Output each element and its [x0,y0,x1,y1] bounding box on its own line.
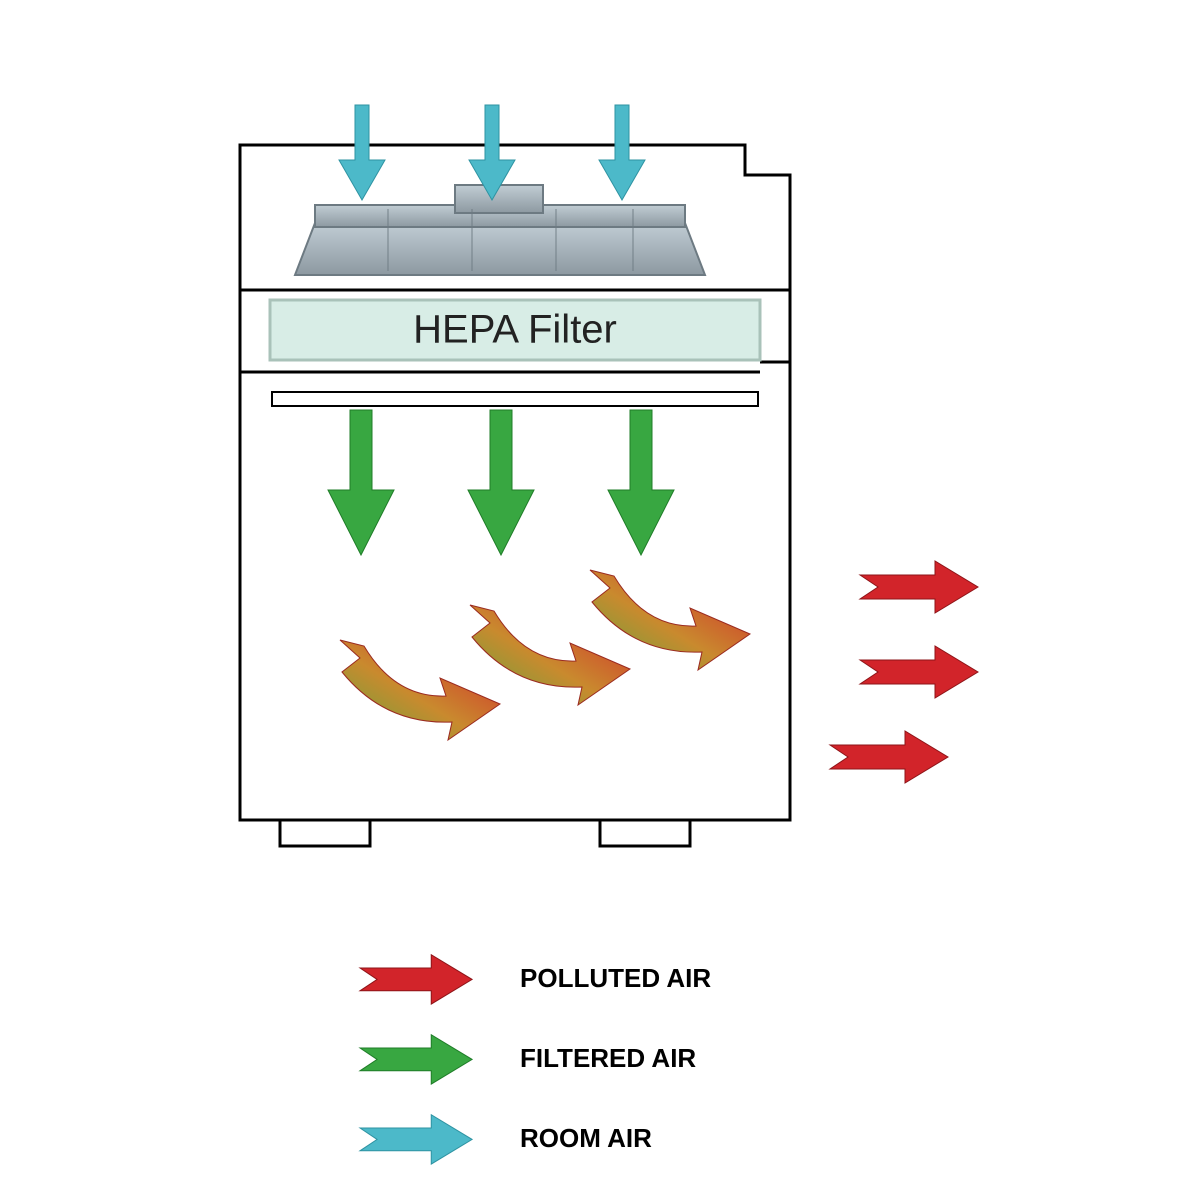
polluted-exit-arrow-icon [860,561,978,613]
polluted-air-exit-arrows [830,561,978,783]
legend-label: POLLUTED AIR [520,963,711,993]
polluted-exit-arrow-icon [860,646,978,698]
hepa-filter: HEPA Filter [270,300,760,360]
legend-arrow-icon [360,1115,472,1164]
legend-label: ROOM AIR [520,1123,652,1153]
legend-label: FILTERED AIR [520,1043,696,1073]
legend-arrow-icon [360,1035,472,1084]
legend-arrow-icon [360,955,472,1004]
polluted-exit-arrow-icon [830,731,948,783]
legend: POLLUTED AIR FILTERED AIR ROOM AIR [360,955,711,1164]
hepa-filter-label: HEPA Filter [413,308,617,352]
